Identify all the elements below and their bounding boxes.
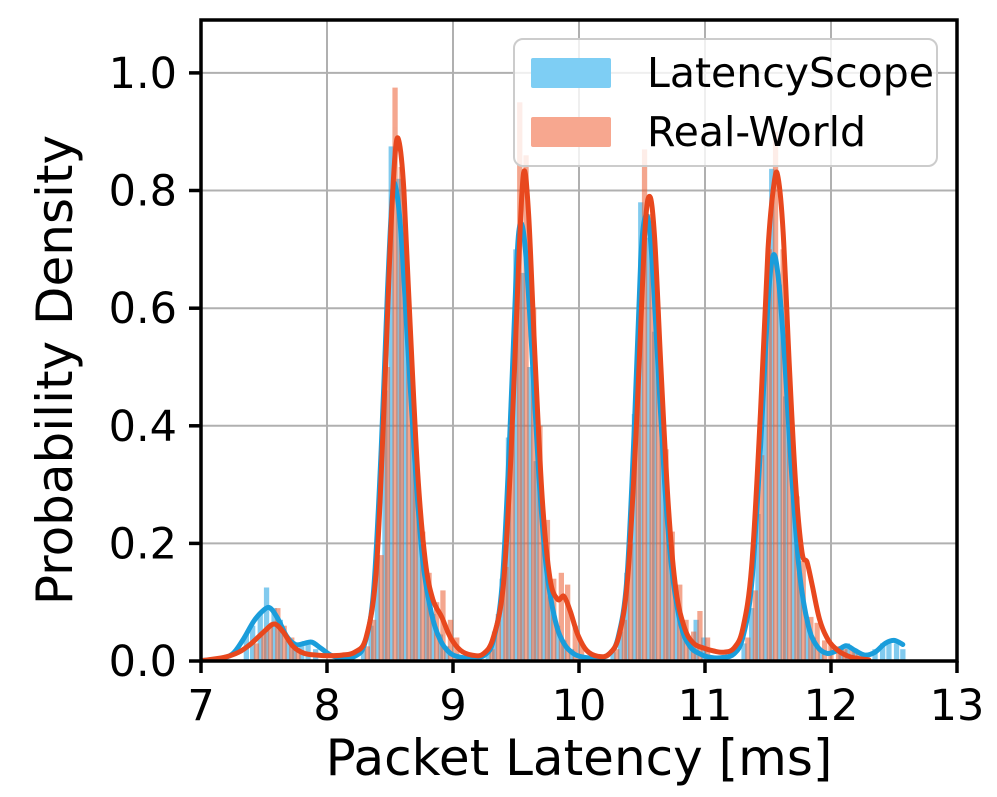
legend: LatencyScope Real-World bbox=[513, 38, 938, 167]
x-tick-label: 13 bbox=[930, 681, 985, 731]
y-ticks bbox=[189, 71, 201, 663]
x-tick-label: 10 bbox=[552, 681, 607, 731]
y-tick-label: 0.0 bbox=[109, 637, 177, 687]
legend-item-real-world: Real-World bbox=[531, 108, 920, 156]
y-tick-label: 1.0 bbox=[109, 49, 177, 99]
y-tick-label: 0.4 bbox=[109, 402, 177, 452]
y-tick-label: 0.2 bbox=[109, 519, 177, 569]
legend-swatch-latencyscope-icon bbox=[531, 58, 611, 88]
y-tick-label: 0.6 bbox=[109, 284, 177, 334]
kde-line-latencyscope bbox=[201, 180, 906, 661]
y-tick-label: 0.8 bbox=[109, 167, 177, 217]
x-tick-label: 7 bbox=[187, 681, 214, 731]
x-tick-label: 8 bbox=[313, 681, 340, 731]
kde-line-real-world bbox=[201, 135, 872, 661]
x-ticks bbox=[199, 661, 959, 673]
histogram-bars-latencyscope bbox=[243, 146, 906, 661]
y-axis-label: Probability Density bbox=[26, 134, 84, 606]
x-axis-label: Packet Latency [ms] bbox=[325, 729, 833, 787]
legend-label-latencyscope: LatencyScope bbox=[647, 49, 934, 97]
legend-swatch-real-world-icon bbox=[531, 117, 611, 147]
x-tick-label: 12 bbox=[804, 681, 859, 731]
x-tick-label: 11 bbox=[678, 681, 733, 731]
x-tick-label: 9 bbox=[439, 681, 466, 731]
legend-label-real-world: Real-World bbox=[647, 108, 867, 156]
legend-item-latencyscope: LatencyScope bbox=[531, 49, 934, 97]
